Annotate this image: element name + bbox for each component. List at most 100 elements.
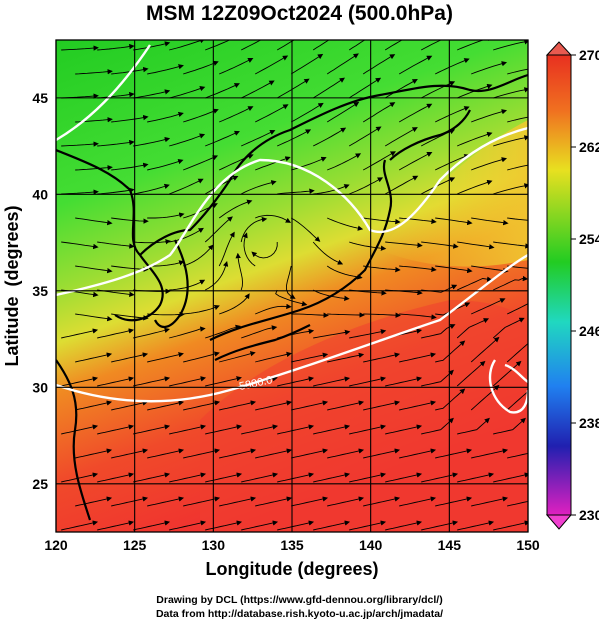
- streamline: [313, 520, 351, 531]
- streamline: [219, 293, 250, 315]
- streamline: [327, 153, 362, 171]
- streamline: [219, 351, 256, 363]
- x-axis-label: Longitude (degrees): [205, 559, 378, 579]
- height-contours: [56, 44, 528, 414]
- streamline: [183, 155, 219, 171]
- streamline: [205, 520, 243, 531]
- streamline: [493, 183, 528, 195]
- streamline: [97, 376, 135, 387]
- y-tick-label: 25: [32, 476, 48, 492]
- streamline: [219, 496, 257, 507]
- streamline: [362, 151, 396, 171]
- streamline: [169, 86, 206, 99]
- streamline: [290, 53, 324, 75]
- streamline: [111, 352, 149, 363]
- streamline: [399, 496, 437, 507]
- y-tick-label: 40: [32, 186, 48, 202]
- streamline: [313, 424, 351, 435]
- streamline: [183, 351, 220, 363]
- streamline: [457, 179, 493, 195]
- streamline: [493, 520, 528, 531]
- streamline: [493, 135, 528, 147]
- gridlines: [55, 40, 529, 532]
- streamline: [313, 184, 350, 195]
- streamline: [169, 376, 207, 387]
- streamline: [470, 336, 500, 363]
- streamline: [255, 351, 292, 363]
- streamline: [507, 452, 528, 459]
- colorbar-label: 246: [579, 323, 599, 339]
- colorbar-label: 262: [579, 139, 599, 155]
- streamline: [399, 313, 437, 320]
- streamline: [218, 231, 235, 267]
- streamline: [471, 265, 509, 274]
- streamline: [363, 217, 401, 225]
- streamline: [255, 303, 292, 315]
- streamline: [398, 103, 433, 123]
- streamline: [241, 424, 279, 435]
- streamline: [492, 317, 525, 339]
- streamline: [111, 448, 149, 459]
- streamline: [240, 180, 277, 195]
- streamline: [277, 129, 312, 147]
- streamline: [111, 114, 149, 123]
- colorbar: 270 262 254 246 238 230: [545, 41, 599, 530]
- streamline: [255, 214, 292, 223]
- streamline: [385, 472, 423, 483]
- streamline: [75, 265, 113, 274]
- streamline: [75, 313, 113, 322]
- streamline: [147, 352, 184, 363]
- streamline: [75, 217, 113, 226]
- streamline: [169, 472, 207, 483]
- streamline: [434, 154, 470, 171]
- x-tick-label: 145: [438, 537, 462, 553]
- streamline: [420, 40, 442, 51]
- streamline: [291, 352, 329, 363]
- streamline: [471, 61, 508, 75]
- streamline: [291, 448, 329, 459]
- streamline: [133, 327, 170, 339]
- streamline: [204, 216, 233, 243]
- streamline: [183, 108, 219, 123]
- streamline: [147, 400, 185, 411]
- streamline: [457, 131, 493, 147]
- streamline: [327, 400, 365, 411]
- streamline: [147, 311, 185, 318]
- streamline: [75, 68, 113, 75]
- streamline: [255, 156, 291, 171]
- streamline: [218, 199, 253, 219]
- streamline: [398, 151, 433, 171]
- streamline: [277, 188, 315, 195]
- y-tick-label: 30: [32, 379, 48, 395]
- streamline: [384, 79, 418, 99]
- streamline: [493, 40, 528, 51]
- streamline: [97, 424, 135, 435]
- streamline: [291, 400, 329, 411]
- x-tick-label: 135: [280, 537, 304, 553]
- streamline: [312, 77, 345, 99]
- streamline: [348, 77, 382, 99]
- streamline: [507, 265, 528, 269]
- streamline: [183, 60, 219, 75]
- streamline: [457, 472, 495, 483]
- streamline: [507, 303, 528, 315]
- y-tick-label: 35: [32, 283, 48, 299]
- warm-tongue: [380, 120, 528, 267]
- streamline: [435, 217, 473, 226]
- streamline: [326, 53, 359, 75]
- streamline: [277, 376, 315, 387]
- streamline: [255, 448, 293, 459]
- x-tick-label: 150: [516, 537, 540, 553]
- streamline: [241, 325, 278, 339]
- streamline: [276, 40, 295, 51]
- colorbar-labels: 270 262 254 246 238 230: [571, 47, 599, 523]
- streamline: [111, 162, 149, 171]
- streamline: [254, 104, 289, 123]
- streamline: [507, 500, 528, 507]
- streamline: [205, 376, 242, 387]
- streamline: [111, 313, 149, 321]
- streamline: [183, 244, 214, 267]
- colorbar-label: 238: [579, 415, 599, 431]
- streamline: [133, 424, 171, 435]
- streamline: [326, 265, 363, 280]
